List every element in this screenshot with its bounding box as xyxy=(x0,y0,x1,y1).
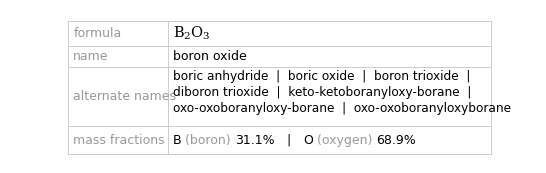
Text: oxo-oxoboranyloxy-borane  |  oxo-oxoboranyloxyborane: oxo-oxoboranyloxy-borane | oxo-oxoborany… xyxy=(173,102,511,115)
Text: $\mathregular{B_2O_3}$: $\mathregular{B_2O_3}$ xyxy=(173,25,210,42)
Text: name: name xyxy=(73,50,109,63)
Text: boric anhydride  |  boric oxide  |  boron trioxide  |: boric anhydride | boric oxide | boron tr… xyxy=(173,70,470,83)
Text: 68.9%: 68.9% xyxy=(376,134,416,147)
Text: alternate names: alternate names xyxy=(73,90,176,103)
Text: (oxygen): (oxygen) xyxy=(313,134,376,147)
Text: diboron trioxide  |  keto-ketoboranyloxy-borane  |: diboron trioxide | keto-ketoboranyloxy-b… xyxy=(173,86,471,99)
Text: mass fractions: mass fractions xyxy=(73,134,165,147)
Text: formula: formula xyxy=(73,27,122,40)
Text: boron oxide: boron oxide xyxy=(173,50,246,63)
Text: 31.1%: 31.1% xyxy=(235,134,275,147)
Text: O: O xyxy=(303,134,313,147)
Text: |: | xyxy=(275,134,303,147)
Text: B: B xyxy=(173,134,181,147)
Text: (boron): (boron) xyxy=(181,134,235,147)
